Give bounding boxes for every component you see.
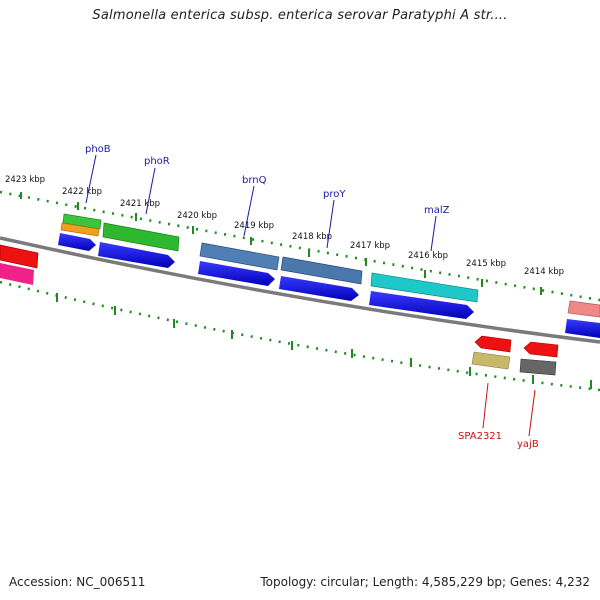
feature-right-salmon[interactable] <box>567 300 600 318</box>
cds-arrow-phoB[interactable] <box>58 233 96 251</box>
feature-SPA2321[interactable] <box>471 351 511 370</box>
label-leaders <box>85 154 536 437</box>
topology-label: Topology: circular; Length: 4,585,229 bp… <box>260 575 590 589</box>
cds-arrow-phoR[interactable] <box>98 242 175 268</box>
scale-label-2419: 2419 kbp <box>234 221 274 231</box>
scale-label-2418: 2418 kbp <box>292 232 332 242</box>
gene-label-brnQ[interactable]: brnQ <box>242 175 267 186</box>
feature-track-top[interactable] <box>0 213 600 318</box>
gene-labels: phoB phoR brnQ proY malZ SPA2321 yajB <box>85 144 539 450</box>
scale-label-2416: 2416 kbp <box>408 251 448 261</box>
reverse-track[interactable] <box>471 335 559 376</box>
feature-proY[interactable] <box>280 256 363 285</box>
feature-phoB-green[interactable] <box>62 213 102 230</box>
outer-scale-dots <box>0 190 600 302</box>
scale-label-2420: 2420 kbp <box>177 211 217 221</box>
gene-label-phoB[interactable]: phoB <box>85 144 111 155</box>
feature-malZ[interactable] <box>370 272 479 303</box>
scale-label-2415: 2415 kbp <box>466 259 506 269</box>
feature-red-arrow-1[interactable] <box>474 335 512 353</box>
feature-red-arrow-2[interactable] <box>523 341 559 358</box>
scale-label-2423: 2423 kbp <box>5 175 45 185</box>
cds-arrow-proY[interactable] <box>279 276 359 301</box>
cds-arrow-left-pink[interactable] <box>0 263 34 285</box>
feature-yajB[interactable] <box>519 358 557 376</box>
gene-label-SPA2321[interactable]: SPA2321 <box>458 431 502 442</box>
scale-label-2422: 2422 kbp <box>62 187 102 197</box>
gene-label-yajB[interactable]: yajB <box>517 439 539 450</box>
inner-scale-dots <box>0 280 600 392</box>
genome-backbone <box>0 236 600 344</box>
feature-brnQ[interactable] <box>199 242 280 271</box>
cds-arrow-brnQ[interactable] <box>198 261 275 286</box>
feature-left-red[interactable] <box>0 244 39 269</box>
scale-label-2417: 2417 kbp <box>350 241 390 251</box>
cds-arrow-malZ[interactable] <box>369 291 474 319</box>
scale-label-2414: 2414 kbp <box>524 267 564 277</box>
gene-label-malZ[interactable]: malZ <box>424 205 450 216</box>
outer-major-ticks <box>20 192 542 295</box>
scale-label-2421: 2421 kbp <box>120 199 160 209</box>
cds-track[interactable] <box>0 233 600 338</box>
gene-label-phoR[interactable]: phoR <box>144 156 170 167</box>
scale-labels: 2423 kbp 2422 kbp 2421 kbp 2420 kbp 2419… <box>5 175 564 277</box>
feature-phoR[interactable] <box>102 222 180 252</box>
map-title: Salmonella enterica subsp. enterica sero… <box>92 8 508 23</box>
feature-phoB-orange[interactable] <box>60 222 100 237</box>
cds-arrow-right[interactable] <box>565 319 600 338</box>
gene-label-proY[interactable]: proY <box>323 189 346 200</box>
accession-label: Accession: NC_006511 <box>9 575 146 589</box>
inner-major-ticks <box>56 293 592 389</box>
